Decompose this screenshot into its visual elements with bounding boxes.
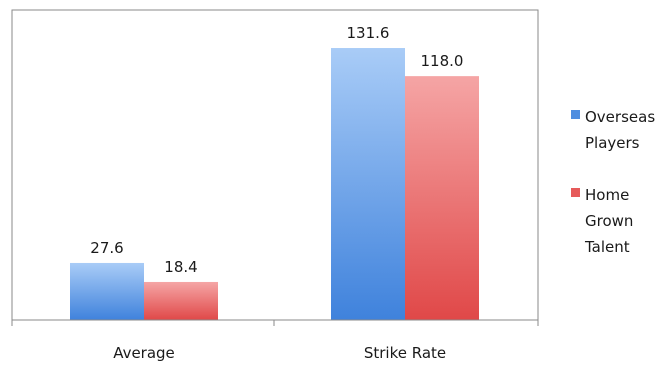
bar-overseas-players-average — [70, 262, 144, 320]
data-labels-layer: 27.6 18.4 131.6 118.0 — [90, 24, 463, 276]
legend-label: Home — [585, 186, 629, 204]
legend-label: Players — [585, 134, 640, 152]
legend-item-home-grown-talent: Home Grown Talent — [571, 186, 633, 256]
legend-label: Talent — [584, 238, 630, 256]
legend: Overseas Players Home Grown Talent — [571, 108, 655, 256]
bar-home-grown-talent-average — [144, 281, 218, 320]
bars-layer — [70, 48, 479, 320]
x-tick-label: Strike Rate — [364, 344, 446, 362]
data-label: 118.0 — [421, 52, 464, 70]
legend-label: Grown — [585, 212, 633, 230]
data-label: 27.6 — [90, 239, 123, 257]
legend-swatch — [571, 110, 580, 119]
legend-label: Overseas — [585, 108, 655, 126]
legend-swatch — [571, 188, 580, 197]
x-axis: Average Strike Rate — [11, 319, 539, 362]
legend-item-overseas-players: Overseas Players — [571, 108, 655, 152]
bar-home-grown-talent-strike-rate — [405, 76, 479, 320]
x-tick-label: Average — [113, 344, 175, 362]
data-label: 18.4 — [164, 258, 197, 276]
bar-overseas-players-strike-rate — [331, 48, 405, 320]
data-label: 131.6 — [347, 24, 390, 42]
